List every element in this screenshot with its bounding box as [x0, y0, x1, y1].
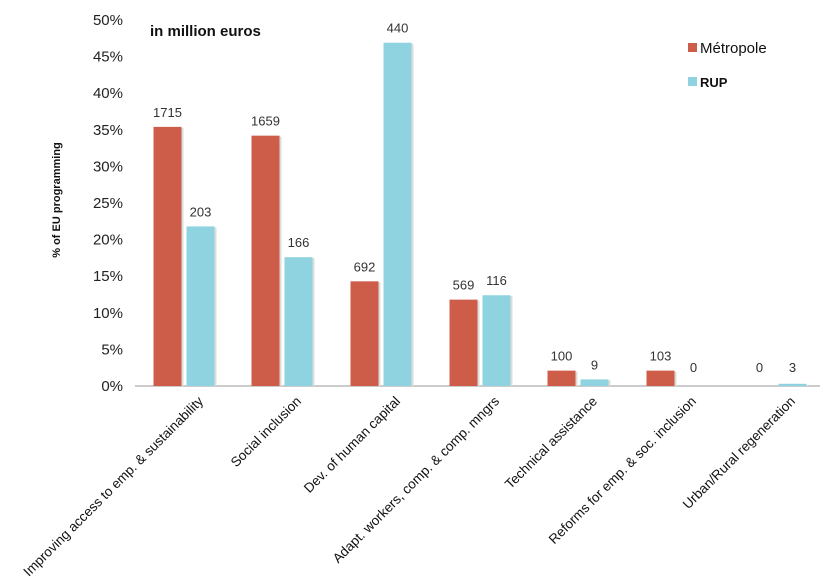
legend-label-metropole: Métropole — [700, 40, 767, 57]
legend-swatch-metropole — [688, 43, 697, 52]
bar-metropole-4 — [547, 370, 576, 386]
y-axis: 0% 5% 10% 15% 20% 25% 30% 35% 40% 45% 50% — [93, 12, 123, 395]
bar-metropole-1 — [251, 135, 280, 386]
y-tick-label: 0% — [101, 378, 123, 395]
category-label-4: Technical assistance — [502, 394, 600, 492]
data-label-rup-0: 203 — [190, 204, 212, 219]
data-label-metropole-2: 692 — [354, 259, 376, 274]
y-tick-label: 25% — [93, 195, 123, 212]
category-label-6: Urban/Rural regeneration — [680, 394, 798, 512]
bar-rup-6 — [778, 383, 807, 386]
bar-metropole-2 — [350, 281, 379, 386]
data-label-metropole-4: 100 — [551, 349, 573, 364]
data-label-rup-5: 0 — [690, 360, 697, 375]
legend: Métropole RUP — [688, 40, 767, 90]
data-label-metropole-6: 0 — [756, 360, 763, 375]
y-axis-title: % of EU programming — [51, 142, 63, 258]
data-label-rup-6: 3 — [789, 360, 796, 375]
legend-label-rup: RUP — [700, 75, 728, 90]
data-label-rup-1: 166 — [288, 235, 310, 250]
y-tick-label: 45% — [93, 49, 123, 66]
data-label-metropole-0: 1715 — [153, 105, 182, 120]
unit-note: in million euros — [150, 23, 261, 40]
category-labels: Improving access to emp. & sustainabilit… — [20, 393, 798, 579]
bar-metropole-5 — [646, 370, 675, 386]
data-label-metropole-3: 569 — [453, 278, 475, 293]
data-label-rup-4: 9 — [591, 357, 598, 372]
bar-rup-3 — [482, 295, 511, 386]
category-label-2: Dev. of human capital — [301, 394, 403, 496]
y-tick-label: 20% — [93, 232, 123, 249]
y-tick-label: 35% — [93, 122, 123, 139]
data-label-rup-3: 116 — [486, 273, 507, 288]
bar-rup-4 — [580, 379, 609, 386]
y-tick-label: 30% — [93, 158, 123, 175]
data-label-metropole-1: 1659 — [251, 114, 280, 129]
bar-rup-2 — [383, 42, 412, 386]
legend-swatch-rup — [688, 77, 697, 86]
bar-metropole-3 — [449, 299, 478, 386]
data-label-rup-2: 440 — [387, 21, 409, 36]
y-tick-label: 50% — [93, 12, 123, 29]
y-tick-label: 10% — [93, 305, 123, 322]
bar-metropole-0 — [153, 126, 182, 386]
data-label-metropole-5: 103 — [650, 349, 672, 364]
category-label-1: Social inclusion — [228, 394, 304, 470]
category-label-3: Adapt. workers, comp. & comp. mngrs — [330, 393, 503, 566]
y-tick-label: 40% — [93, 85, 123, 102]
category-label-0: Improving access to emp. & sustainabilit… — [20, 393, 206, 579]
bars-group: 1715 1659 692 569 100 103 0 203 166 440 116 9 0 3 — [153, 21, 809, 386]
bar-rup-1 — [284, 257, 313, 386]
bar-rup-0 — [186, 226, 215, 386]
y-tick-label: 15% — [93, 268, 123, 285]
y-tick-label: 5% — [101, 341, 123, 358]
